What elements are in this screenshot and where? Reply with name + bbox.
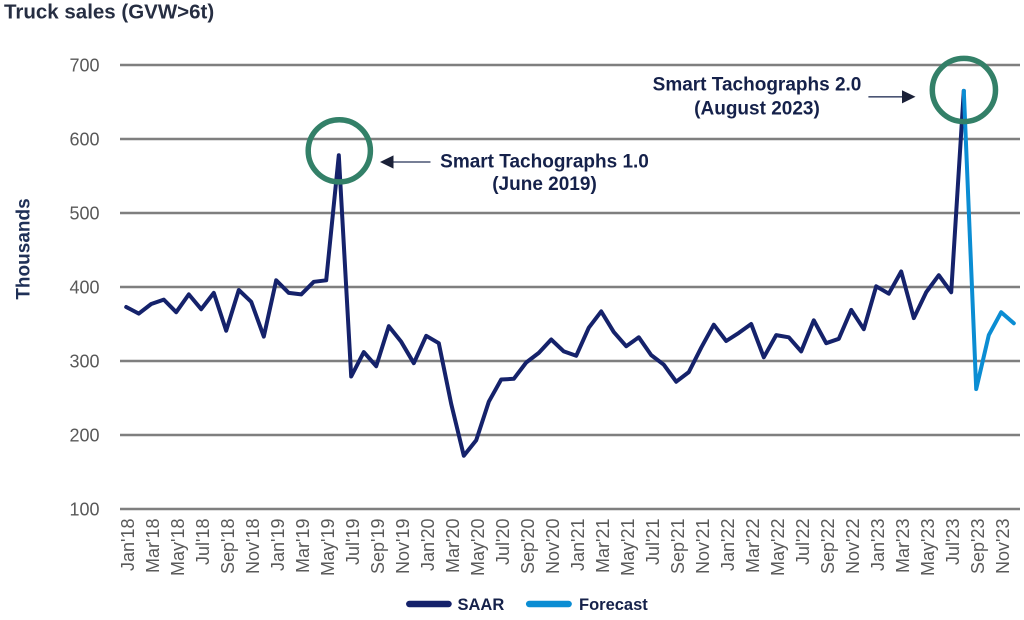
svg-text:Nov'22: Nov'22 <box>843 519 863 574</box>
svg-text:Jan'20: Jan'20 <box>418 519 438 571</box>
svg-text:May'20: May'20 <box>468 519 488 576</box>
svg-text:Mar'21: Mar'21 <box>593 519 613 573</box>
svg-text:Jan'19: Jan'19 <box>268 519 288 571</box>
svg-text:(August 2023): (August 2023) <box>694 99 820 120</box>
svg-text:May'19: May'19 <box>318 519 338 576</box>
svg-text:Truck sales (GVW>6t): Truck sales (GVW>6t) <box>4 1 214 24</box>
svg-text:600: 600 <box>69 130 99 150</box>
svg-text:Smart Tachographs 1.0: Smart Tachographs 1.0 <box>440 152 649 173</box>
svg-text:Sep'19: Sep'19 <box>368 519 388 575</box>
svg-text:400: 400 <box>69 278 99 298</box>
svg-text:Jul'22: Jul'22 <box>793 519 813 565</box>
svg-text:Nov'19: Nov'19 <box>393 519 413 574</box>
svg-text:May'18: May'18 <box>168 519 188 576</box>
svg-text:200: 200 <box>69 426 99 446</box>
svg-text:Smart Tachographs 2.0: Smart Tachographs 2.0 <box>653 75 862 96</box>
svg-text:Sep'22: Sep'22 <box>818 519 838 575</box>
svg-text:100: 100 <box>69 500 99 520</box>
svg-text:Mar'23: Mar'23 <box>893 519 913 573</box>
svg-text:700: 700 <box>69 56 99 76</box>
svg-text:Nov'21: Nov'21 <box>693 519 713 574</box>
svg-text:Jan'21: Jan'21 <box>568 519 588 571</box>
svg-text:May'23: May'23 <box>918 519 938 576</box>
svg-text:Jul'21: Jul'21 <box>643 519 663 565</box>
svg-text:Sep'20: Sep'20 <box>518 519 538 575</box>
svg-text:May'21: May'21 <box>618 519 638 576</box>
svg-text:Jan'18: Jan'18 <box>118 519 138 571</box>
svg-text:Mar'22: Mar'22 <box>743 519 763 573</box>
svg-text:Jul'23: Jul'23 <box>943 519 963 565</box>
svg-text:(June 2019): (June 2019) <box>492 174 597 195</box>
svg-text:Nov'18: Nov'18 <box>243 519 263 574</box>
svg-text:Thousands: Thousands <box>14 198 35 299</box>
svg-text:Nov'23: Nov'23 <box>993 519 1013 574</box>
svg-text:500: 500 <box>69 204 99 224</box>
svg-text:Jan'22: Jan'22 <box>718 519 738 571</box>
svg-text:Jan'23: Jan'23 <box>868 519 888 571</box>
svg-text:Sep'21: Sep'21 <box>668 519 688 575</box>
svg-text:Jul'19: Jul'19 <box>343 519 363 565</box>
svg-text:May'22: May'22 <box>768 519 788 576</box>
svg-text:Mar'20: Mar'20 <box>443 519 463 573</box>
svg-text:Mar'19: Mar'19 <box>293 519 313 573</box>
svg-text:Sep'18: Sep'18 <box>218 519 238 575</box>
svg-text:Jul'20: Jul'20 <box>493 519 513 565</box>
svg-text:Nov'20: Nov'20 <box>543 519 563 574</box>
svg-text:SAAR: SAAR <box>458 596 505 614</box>
svg-text:Sep'23: Sep'23 <box>968 519 988 575</box>
svg-text:Mar'18: Mar'18 <box>143 519 163 573</box>
svg-text:Jul'18: Jul'18 <box>193 519 213 565</box>
svg-text:Forecast: Forecast <box>579 596 648 614</box>
svg-text:300: 300 <box>69 352 99 372</box>
